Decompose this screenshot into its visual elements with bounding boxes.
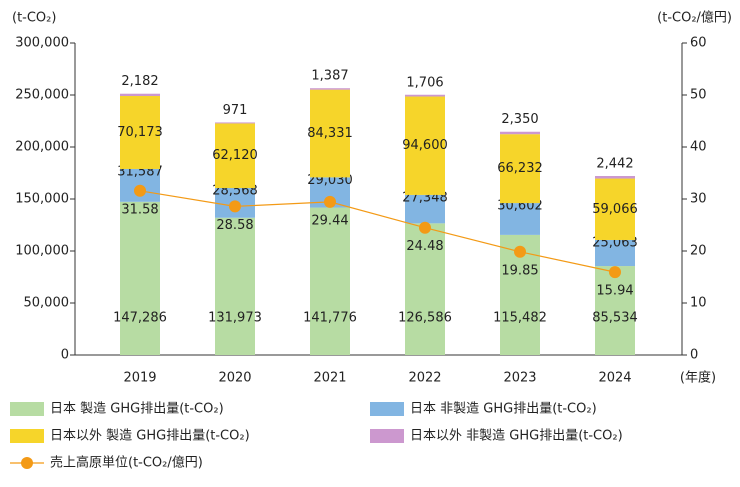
y-tick-label: 200,000 — [15, 140, 69, 155]
y2-axis-label: (t-CO₂/億円) — [657, 10, 732, 26]
bar-segment — [595, 178, 635, 240]
legend-swatch — [370, 402, 404, 416]
legend-label: 日本 非製造 GHG排出量(t-CO₂) — [410, 402, 597, 417]
legend-marker — [21, 457, 33, 469]
bar-segment — [405, 94, 445, 97]
legend-label: 日本以外 非製造 GHG排出量(t-CO₂) — [410, 429, 623, 444]
y2-tick-label: 40 — [690, 140, 707, 155]
bar-segment — [120, 93, 160, 96]
bar-segment — [500, 131, 540, 135]
data-label: 94,600 — [402, 138, 448, 153]
data-label: 66,232 — [497, 161, 543, 176]
line-point — [514, 245, 526, 258]
bar-segment — [405, 223, 445, 355]
y2-tick-label: 30 — [690, 192, 707, 207]
y2-tick-label: 0 — [690, 348, 698, 363]
y-axis-label: (t-CO₂) — [12, 11, 56, 26]
data-label: 1,387 — [311, 69, 348, 84]
data-label: 2,182 — [121, 74, 158, 89]
line — [139, 190, 616, 273]
line-point — [419, 221, 431, 234]
data-label: 2,350 — [501, 112, 538, 127]
y2-tick-label: 60 — [690, 36, 707, 51]
line-point — [134, 184, 146, 197]
data-label: 59,066 — [592, 202, 638, 217]
bar-segment — [120, 95, 160, 169]
bar-segment — [595, 266, 635, 355]
bar-segment — [215, 122, 255, 124]
x-tick-label: 2020 — [218, 371, 251, 386]
bar-segment — [215, 217, 255, 355]
data-label: 2,442 — [596, 157, 633, 172]
bar-segment — [405, 194, 445, 224]
y2-tick-label: 10 — [690, 296, 707, 311]
legend-label: 日本以外 製造 GHG排出量(t-CO₂) — [50, 429, 250, 444]
bar-segment — [310, 88, 350, 90]
bar-segment — [595, 239, 635, 267]
bar-segment — [500, 203, 540, 235]
y2-tick-label: 50 — [690, 88, 707, 103]
line-label: 15.94 — [596, 284, 633, 299]
x-tick-label: 2019 — [123, 371, 156, 386]
y-tick-label: 100,000 — [15, 244, 69, 259]
data-label: 147,286 — [113, 311, 167, 326]
data-label: 126,586 — [398, 311, 452, 326]
legend-swatch — [10, 429, 44, 443]
line-label: 29.44 — [311, 213, 348, 228]
data-label: 115,482 — [493, 311, 547, 326]
y-tick-label: 250,000 — [15, 88, 69, 103]
data-label: 84,331 — [307, 126, 353, 141]
line-label: 24.48 — [406, 239, 443, 254]
x-tick-label: 2023 — [503, 371, 536, 386]
data-label: 141,776 — [303, 311, 357, 326]
line-point — [324, 195, 336, 208]
legend-label: 日本 製造 GHG排出量(t-CO₂) — [50, 402, 224, 417]
y-tick-label: 300,000 — [15, 36, 69, 51]
data-label: 131,973 — [208, 311, 262, 326]
bar-segment — [120, 201, 160, 355]
data-label: 971 — [223, 103, 248, 118]
data-label: 62,120 — [212, 148, 258, 163]
legend-label: 売上高原単位(t-CO₂/億円) — [50, 455, 203, 471]
y-tick-label: 50,000 — [24, 296, 70, 311]
legend-swatch — [10, 402, 44, 416]
bar-segment — [595, 176, 635, 179]
line-point — [229, 200, 241, 213]
x-tick-label: 2021 — [313, 371, 346, 386]
data-label: 70,173 — [117, 125, 163, 140]
y-tick-label: 150,000 — [15, 192, 69, 207]
line-label: 19.85 — [501, 263, 538, 278]
x-tick-label: 2022 — [408, 371, 441, 386]
bar-segment — [310, 207, 350, 355]
x-axis-label: (年度) — [680, 370, 716, 386]
legend-swatch — [370, 429, 404, 443]
bar-segment — [500, 134, 540, 204]
bar-segment — [405, 96, 445, 195]
data-label: 85,534 — [592, 311, 638, 326]
bar-segment — [310, 89, 350, 178]
y2-tick-label: 20 — [690, 244, 707, 259]
data-label: 1,706 — [406, 75, 443, 90]
bar-segment — [215, 123, 255, 189]
line-label: 31.58 — [121, 202, 158, 217]
line-label: 28.58 — [216, 218, 253, 233]
x-tick-label: 2024 — [598, 371, 631, 386]
line-point — [609, 266, 621, 279]
y-tick-label: 0 — [61, 348, 69, 363]
